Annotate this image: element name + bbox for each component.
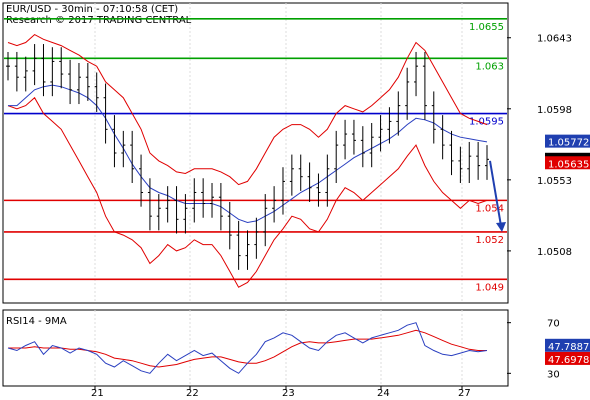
price-level-label: 1.0595 [469, 117, 504, 128]
forecast-arrow [489, 160, 502, 227]
price-level-label: 1.0655 [469, 22, 504, 33]
grid-layer [94, 3, 463, 386]
forecast-arrowhead [496, 221, 506, 232]
price-level-label: 1.063 [475, 61, 504, 72]
upper-band-line [7, 33, 488, 186]
price-tick-label: 1.0643 [537, 34, 572, 45]
x-tick-label: 23 [282, 388, 295, 399]
rsi-tick-label: 30 [547, 369, 560, 380]
price-tick-label: 1.0553 [537, 176, 572, 187]
price-panel [2, 2, 509, 304]
rsi-label: RSI14 - 9MA [6, 316, 67, 327]
rsi-marker-tag [545, 338, 590, 352]
price-marker-tag [545, 134, 590, 148]
x-tick-label: 27 [458, 388, 471, 399]
x-tick-label: 24 [377, 388, 390, 399]
rsi-marker-tag [545, 351, 590, 365]
rsi-layer: 70 30 47.7887 47.6978 [7, 319, 590, 380]
rsi-marker-label: 47.7887 [548, 342, 589, 353]
level-layer: 1.0655 1.063 1.0595 1.054 1.052 1.049 [4, 17, 507, 293]
axis-layer: 21 22 23 24 27 1.0643 1.0598 1.0553 1.0508 1.0577… [91, 34, 590, 399]
rsi-tick-label: 70 [547, 319, 560, 330]
rsi-line [7, 322, 488, 374]
price-level-label: 1.049 [475, 282, 504, 293]
rsi-marker-label: 47.6978 [548, 355, 589, 366]
price-tick-label: 1.0508 [537, 247, 572, 258]
price-tick-label: 1.0598 [537, 105, 572, 116]
price-level-label: 1.052 [475, 235, 504, 246]
lower-band-line [7, 96, 488, 288]
x-tick-label: 22 [186, 388, 199, 399]
chart-subtitle: Research © 2017 TRADING CENTRAL [6, 15, 192, 26]
price-marker-label: 1.05635 [548, 159, 589, 170]
price-marker-label: 1.05772 [548, 138, 589, 149]
rsi-panel [2, 309, 509, 387]
price-level-label: 1.054 [475, 203, 504, 214]
forecast-layer [489, 160, 506, 232]
chart-title: EUR/USD - 30min - 07:10:58 (CET) [6, 4, 178, 15]
x-tick-label: 21 [91, 388, 104, 399]
price-marker-tag [545, 156, 590, 170]
price-layer [6, 44, 489, 270]
